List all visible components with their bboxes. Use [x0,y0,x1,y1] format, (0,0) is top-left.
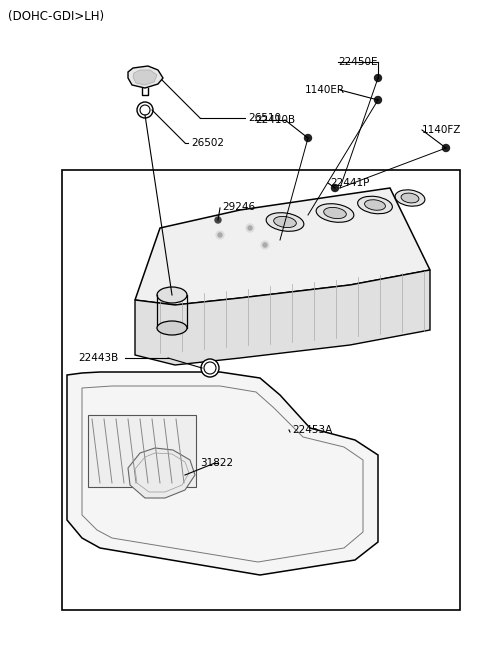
Polygon shape [135,188,430,305]
Text: 1140ER: 1140ER [305,85,345,95]
Text: 22450E: 22450E [338,57,377,67]
Circle shape [443,145,449,151]
Ellipse shape [324,208,346,219]
Ellipse shape [316,204,354,222]
Text: 29246: 29246 [222,202,255,212]
Ellipse shape [401,193,419,203]
Circle shape [261,241,269,249]
Ellipse shape [266,213,304,231]
Bar [88,415,196,487]
Circle shape [246,224,254,232]
Ellipse shape [395,190,425,206]
Polygon shape [133,70,157,85]
Circle shape [216,231,224,239]
Text: (DOHC-GDI>LH): (DOHC-GDI>LH) [8,10,104,23]
Circle shape [248,226,252,230]
Circle shape [304,134,312,141]
Text: 22443B: 22443B [78,353,118,363]
Text: 22410B: 22410B [255,115,295,125]
Bar [62,170,460,610]
Circle shape [140,105,150,115]
Circle shape [374,75,382,81]
Circle shape [137,102,153,118]
Text: 26502: 26502 [191,138,224,148]
Ellipse shape [157,321,187,335]
Circle shape [215,217,221,223]
Polygon shape [67,372,378,575]
Polygon shape [128,66,163,88]
Ellipse shape [157,287,187,303]
Text: 26510: 26510 [248,113,281,123]
Polygon shape [128,448,195,498]
Text: 31822: 31822 [200,458,233,468]
Circle shape [332,185,338,191]
Circle shape [218,233,222,237]
Polygon shape [135,270,430,365]
Circle shape [263,243,267,247]
Circle shape [374,96,382,103]
Text: 22453A: 22453A [292,425,332,435]
Circle shape [204,362,216,374]
Text: 22441P: 22441P [330,178,370,188]
Circle shape [201,359,219,377]
Ellipse shape [274,216,296,227]
Text: 1140FZ: 1140FZ [422,125,461,135]
Ellipse shape [358,196,392,214]
Ellipse shape [365,200,385,210]
